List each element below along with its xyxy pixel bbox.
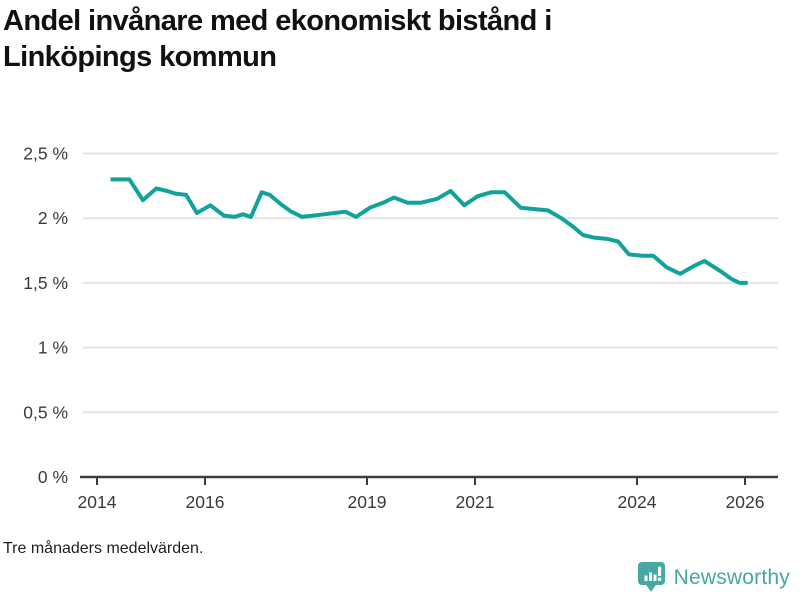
newsworthy-wordmark: Newsworthy — [673, 565, 790, 589]
data-series-line — [110, 177, 748, 285]
chart-footnote: Tre månaders medelvärden. — [3, 540, 204, 557]
x-tick-label: 2021 — [456, 492, 495, 512]
y-tick-label: 1 % — [38, 338, 68, 358]
y-tick-label: 0 % — [38, 467, 68, 487]
x-tick-label: 2014 — [78, 492, 117, 512]
x-tick-label: 2026 — [726, 492, 765, 512]
y-tick-label: 0,5 % — [23, 402, 68, 422]
x-tick-label: 2016 — [186, 492, 225, 512]
newsworthy-logo: Newsworthy — [637, 561, 790, 594]
y-tick-label: 2,5 % — [23, 144, 68, 164]
newsworthy-bubble-chart-icon — [637, 562, 665, 592]
x-tick-label: 2024 — [618, 492, 657, 512]
page-title-line-2: Linköpings kommun — [3, 40, 277, 73]
y-tick-label: 1,5 % — [23, 273, 68, 293]
x-tick-label: 2019 — [348, 492, 387, 512]
page-title-line-1: Andel invånare med ekonomiskt bistånd i — [3, 5, 552, 37]
page-title: Andel invånare med ekonomiskt bistånd i … — [3, 4, 743, 76]
y-tick-label: 2 % — [38, 208, 68, 228]
